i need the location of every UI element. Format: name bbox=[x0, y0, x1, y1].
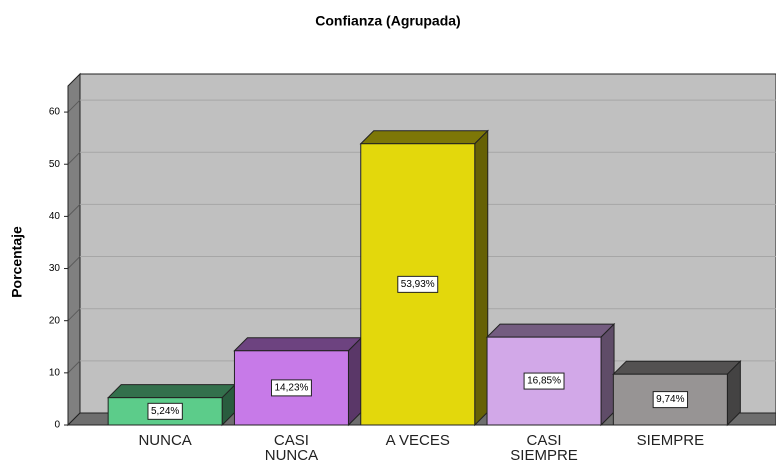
value-label-box bbox=[523, 372, 565, 390]
y-axis-label: Porcentaje bbox=[9, 226, 25, 298]
value-label: 5,24% bbox=[151, 406, 179, 417]
value-label: 14,23% bbox=[274, 383, 308, 394]
chart-title: Confianza (Agrupada) bbox=[315, 13, 460, 29]
value-label-box bbox=[652, 391, 689, 409]
y-tick-label: 50 bbox=[49, 159, 61, 170]
grid-line bbox=[67, 308, 81, 322]
value-label-box bbox=[147, 402, 183, 420]
value-label: 16,85% bbox=[527, 376, 561, 387]
x-tick-label: NUNCA bbox=[138, 432, 192, 449]
y-tick-label: 30 bbox=[49, 263, 61, 274]
y-tick-label: 40 bbox=[49, 211, 61, 222]
grid-line bbox=[67, 99, 81, 113]
y-tick-label: 0 bbox=[54, 420, 60, 431]
left-wall bbox=[67, 72, 81, 427]
bar-top bbox=[106, 384, 237, 399]
grid-line bbox=[67, 151, 81, 165]
x-tick-label: CASI NUNCA bbox=[264, 432, 319, 464]
grid-line bbox=[67, 204, 81, 217]
x-tick-label: CASI SIEMPRE bbox=[510, 432, 578, 464]
bar-top bbox=[612, 360, 742, 375]
x-tick-label: SIEMPRE bbox=[636, 432, 705, 449]
bar-side bbox=[474, 129, 489, 427]
value-label: 9,74% bbox=[656, 394, 684, 405]
bar-side bbox=[347, 336, 362, 427]
grid-line bbox=[67, 256, 81, 269]
bar-side bbox=[600, 322, 615, 427]
bar-top bbox=[233, 337, 363, 352]
grid-line bbox=[67, 360, 81, 374]
value-label-box bbox=[397, 275, 439, 293]
y-tick-label: 20 bbox=[49, 315, 61, 326]
y-tick-label: 10 bbox=[49, 367, 61, 378]
x-tick-label: A VECES bbox=[385, 432, 450, 449]
value-label: 53,93% bbox=[401, 279, 435, 290]
y-tick-label: 60 bbox=[49, 107, 61, 118]
value-label-box bbox=[270, 379, 312, 397]
bar-top bbox=[359, 130, 489, 145]
bar-top bbox=[485, 323, 616, 338]
